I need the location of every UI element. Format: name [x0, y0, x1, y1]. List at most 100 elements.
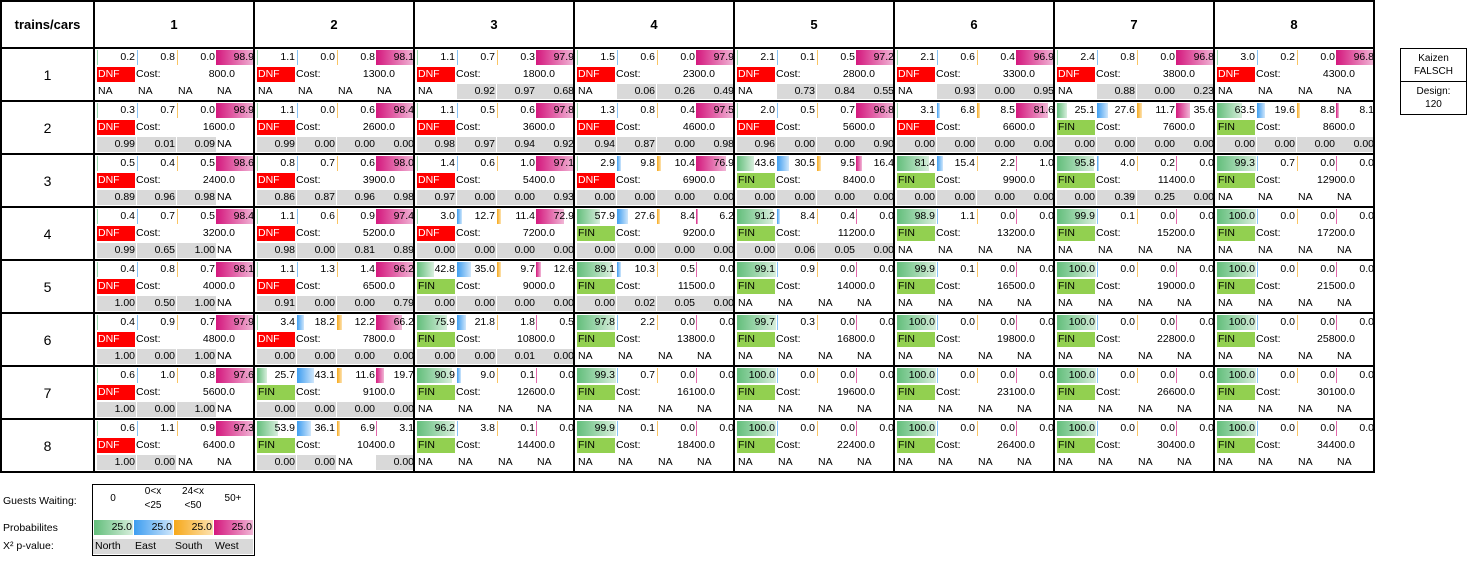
prob-text: 0.0 — [1160, 51, 1175, 63]
status-badge: DNF — [97, 120, 135, 135]
cost-label: Cost: — [776, 333, 801, 345]
status-badge: FIN — [1057, 279, 1095, 294]
col-header-5: 5 — [733, 0, 895, 49]
prob-bar — [1097, 50, 1098, 65]
prob-text: 9.0 — [480, 369, 495, 381]
pvalue-text: NA — [1177, 297, 1192, 309]
prob-value-south: 0.6 — [337, 103, 376, 118]
pvalue-cell: NA — [1097, 243, 1136, 258]
prob-bar — [856, 103, 892, 118]
prob-bar — [1016, 50, 1052, 65]
pvalue-text: NA — [578, 350, 593, 362]
prob-value-west: 0.0 — [1336, 315, 1372, 330]
prob-bar — [417, 50, 418, 65]
pvalue-text: NA — [1177, 244, 1192, 256]
prob-text: 0.6 — [120, 369, 135, 381]
prob-text: 66.2 — [393, 316, 414, 328]
prob-text: 0.0 — [879, 422, 894, 434]
col-header-3: 3 — [413, 0, 575, 49]
legend-bar — [174, 520, 213, 535]
prob-bar — [497, 262, 501, 277]
pvalue-cell: 0.96 — [137, 190, 176, 205]
prob-bar — [457, 103, 458, 118]
pvalue-cell: 0.96 — [737, 137, 776, 152]
prob-text: 97.8 — [553, 104, 574, 116]
pvalue-cell: NA — [897, 455, 936, 470]
pvalue-cell: 1.00 — [177, 243, 216, 258]
status-badge: DNF — [257, 120, 295, 135]
pvalue-cell: NA — [1257, 190, 1296, 205]
grid-cell: 100.0 0.0 0.0 0.0 FIN Cost: 19000.0 NA NA NA NA — [1053, 259, 1215, 314]
pvalue-cell: NA — [1336, 190, 1372, 205]
prob-text: 0.0 — [1359, 263, 1374, 275]
pvalue-cell: 1.00 — [177, 349, 216, 364]
pvalue-text: 0.25 — [1154, 191, 1175, 203]
row-header-7: 7 — [0, 365, 95, 420]
prob-bar — [297, 50, 298, 65]
prob-value-south: 0.1 — [497, 368, 536, 383]
grid-cell: 99.3 0.7 0.0 0.0 FIN Cost: 12900.0 NA NA NA NA — [1213, 153, 1375, 208]
cost-value: 6500.0 — [362, 280, 395, 292]
prob-value-south: 0.0 — [177, 103, 216, 118]
pvalue-text: NA — [658, 456, 673, 468]
pvalue-text: 0.01 — [514, 350, 535, 362]
prob-text: 98.4 — [393, 104, 414, 116]
pvalue-cell: 0.00 — [937, 190, 976, 205]
prob-text: 1.1 — [160, 422, 175, 434]
pvalue-text: 0.81 — [354, 244, 375, 256]
grid-cell: 1.1 0.7 0.3 97.9 DNF Cost: 1800.0 NA 0.92 0.97 0.6… — [413, 47, 575, 102]
cost-label: Cost: — [936, 121, 961, 133]
pvalue-text: 0.79 — [393, 297, 414, 309]
grid-cell: 1.1 0.0 0.8 98.1 DNF Cost: 1300.0 NA NA NA NA — [253, 47, 415, 102]
status-badge: FIN — [577, 226, 615, 241]
prob-text: 2.9 — [600, 157, 615, 169]
prob-value-west: 0.0 — [1176, 262, 1212, 277]
pvalue-text: 0.00 — [154, 350, 175, 362]
prob-value-north: 100.0 — [1057, 315, 1096, 330]
pvalue-text: NA — [738, 297, 753, 309]
prob-bar — [977, 315, 978, 330]
pvalue-text: NA — [1098, 350, 1113, 362]
pvalue-cell: NA — [897, 84, 936, 99]
prob-value-north: 42.8 — [417, 262, 456, 277]
legend-bar — [214, 520, 253, 535]
prob-text: 0.4 — [840, 210, 855, 222]
pvalue-text: NA — [338, 85, 353, 97]
pvalue-text: 0.00 — [634, 244, 655, 256]
prob-text: 75.9 — [434, 316, 455, 328]
prob-bar — [137, 50, 138, 65]
cost-label: Cost: — [456, 333, 481, 345]
pvalue-text: 0.00 — [474, 350, 495, 362]
prob-bar — [657, 368, 658, 383]
side-panel: Kaizen FALSCH Design: 120 — [1400, 48, 1467, 115]
prob-bar — [417, 262, 434, 277]
prob-value-east: 0.5 — [457, 103, 496, 118]
pvalue-text: 0.86 — [274, 191, 295, 203]
prob-value-south: 0.0 — [1297, 50, 1336, 65]
cost-value: 3900.0 — [362, 174, 395, 186]
prob-value-west: 96.2 — [376, 262, 412, 277]
prob-text: 0.0 — [840, 422, 855, 434]
prob-bar — [1137, 315, 1138, 330]
prob-text: 1.1 — [280, 263, 295, 275]
cost-value: 9000.0 — [522, 280, 555, 292]
col-header-8: 8 — [1213, 0, 1375, 49]
pvalue-text: NA — [938, 350, 953, 362]
prob-value-west: 98.4 — [376, 103, 414, 118]
pvalue-cell: 0.87 — [297, 190, 336, 205]
prob-value-east: 8.4 — [777, 209, 816, 224]
prob-value-east: 9.0 — [457, 368, 496, 383]
pvalue-cell: 0.88 — [1097, 84, 1136, 99]
pvalue-text: 1.00 — [114, 297, 135, 309]
pvalue-cell: NA — [457, 402, 496, 417]
pvalue-text: NA — [1337, 456, 1352, 468]
prob-text: 3.0 — [1240, 51, 1255, 63]
prob-text: 11.7 — [1155, 104, 1175, 116]
prob-value-west: 3.1 — [376, 421, 412, 436]
pvalue-cell: 0.00 — [977, 190, 1016, 205]
pvalue-text: 0.00 — [314, 244, 335, 256]
prob-bar — [817, 156, 821, 171]
pvalue-text: NA — [898, 297, 913, 309]
prob-bar — [1297, 368, 1298, 383]
prob-value-east: 0.0 — [1257, 421, 1296, 436]
